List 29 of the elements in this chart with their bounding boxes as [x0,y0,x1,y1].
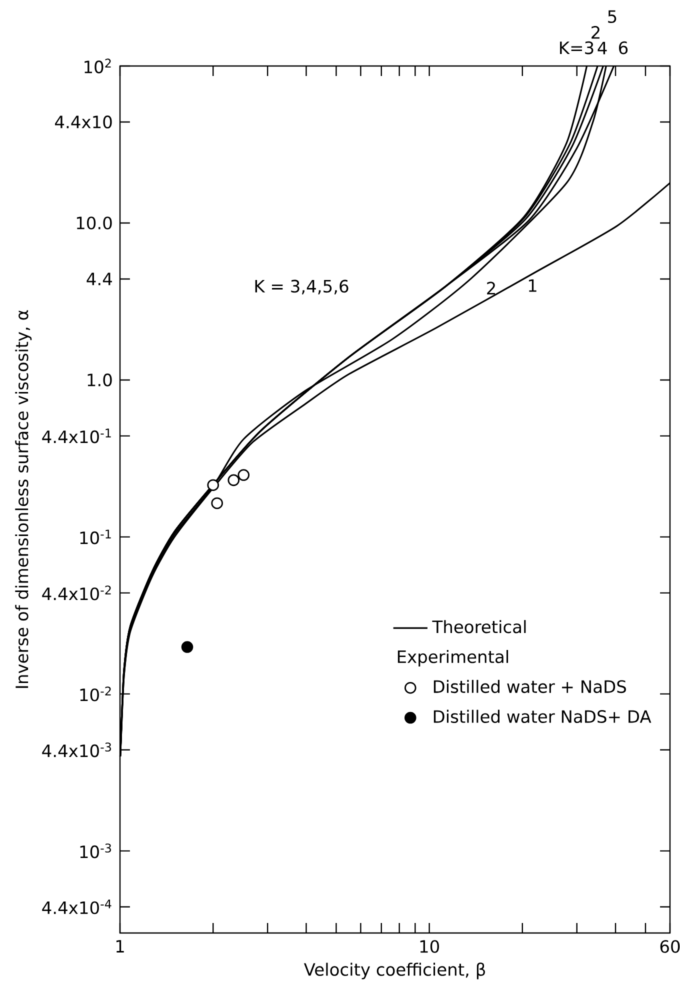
y-tick-label: 4.4x10$^{-1}$ [42,428,111,444]
y-tick-label: 10$^{-1}$ [80,530,111,544]
x-tick-label: 60 [660,940,680,953]
legend-title: Experimental [398,650,508,666]
legend-label: Distilled water + NaDS [434,680,626,694]
x-tick-label: 10 [420,940,439,953]
legend-label: Theoretical [432,620,526,634]
y-tick-label: 1.0 [88,374,112,386]
text: 2 [592,26,600,39]
y-tick-label: 10$^{-2}$ [80,686,111,702]
text: K=3 [560,41,594,54]
y-tick-label: 4.4x10$^{-2}$ [42,586,111,600]
legend-label: Distilled water NaDS+ DA [434,710,652,723]
annotation: K = 3,4,5,6 [255,280,348,294]
annotation: 1 [528,279,536,292]
y-tick-label: 4.4x10$^{-4}$ [42,900,112,914]
y-tick-label: 10$^{-3}$ [80,844,111,858]
y-tick-label: 4.4x10 [55,116,112,128]
text: 6 [619,41,628,54]
annotation: 2 [487,282,495,294]
text: 4 [598,42,607,54]
y-tick-label: 10$^{2}$ [84,58,111,74]
y-tick-label: 4.4x10$^{-3}$ [42,742,111,758]
x-tick-label: 1 [116,940,124,952]
y-tick-label: 4.4 [86,272,112,286]
y-axis-title: Inverse of dimensionless surface viscosity, α [15,310,32,688]
x-axis-title: Velocity coefficient, β [304,962,485,980]
text: 5 [608,10,616,23]
y-tick-label: 10.0 [76,216,112,230]
